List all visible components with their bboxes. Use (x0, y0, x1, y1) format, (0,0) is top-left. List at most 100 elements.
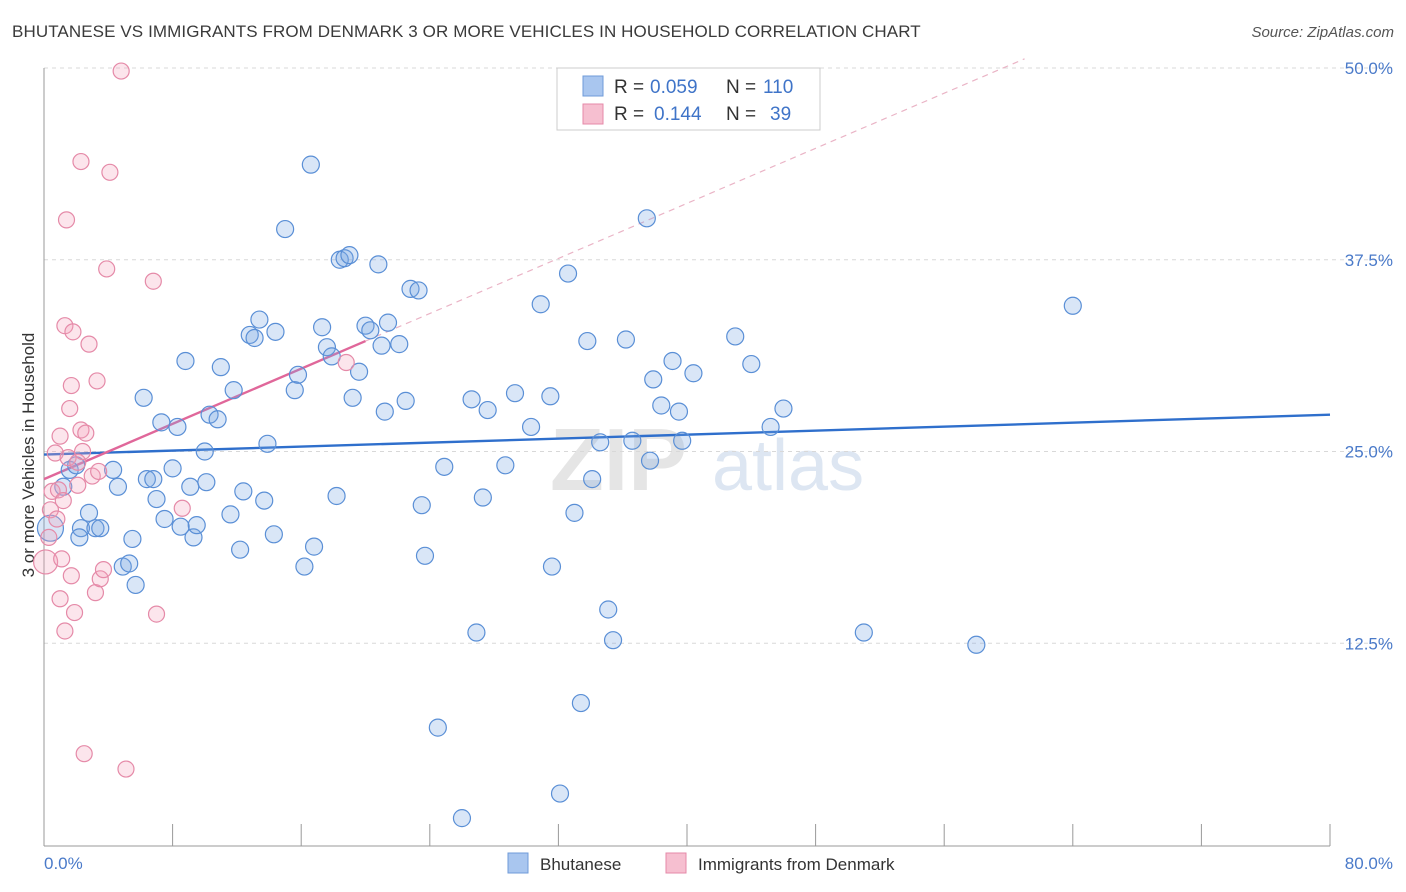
point-denmark (94, 561, 113, 579)
point-bhutanese (541, 387, 560, 406)
tick-labels: 12.5% 25.0% 37.5% 50.0% 0.0% 80.0% (44, 59, 1393, 873)
point-bhutanese (120, 554, 139, 573)
point-bhutanese (854, 623, 873, 642)
point-bhutanese (372, 336, 391, 355)
point-denmark (77, 424, 95, 442)
point-bhutanese (255, 491, 274, 510)
point-denmark (72, 421, 90, 439)
point-bhutanese (264, 525, 283, 544)
point-denmark (112, 62, 130, 80)
point-bhutanese (147, 489, 166, 509)
y-tick-label: 50.0% (1345, 59, 1393, 78)
point-bhutanese (361, 321, 380, 340)
point-bhutanese (390, 335, 409, 354)
point-denmark (91, 570, 109, 588)
point-bhutanese (599, 600, 618, 619)
point-denmark (147, 605, 166, 623)
point-denmark (337, 353, 355, 372)
point-denmark (98, 260, 116, 278)
bottom-legend-label-bhutanese: Bhutanese (540, 855, 621, 874)
bottom-legend-label-denmark: Immigrants from Denmark (698, 855, 895, 874)
point-denmark (72, 152, 90, 171)
legend-r-value-1: 0.059 (650, 77, 698, 98)
point-bhutanese (1063, 296, 1082, 315)
point-bhutanese (152, 413, 171, 432)
point-bhutanese (571, 693, 591, 713)
point-bhutanese (343, 388, 362, 407)
point-denmark (69, 476, 87, 494)
point-bhutanese (317, 338, 337, 357)
point-bhutanese (478, 400, 497, 420)
point-denmark (73, 442, 92, 461)
point-bhutanese (104, 460, 123, 480)
point-denmark (62, 567, 80, 585)
point-bhutanese (327, 486, 346, 506)
trend-line-denmark (43, 339, 366, 481)
point-denmark (80, 335, 98, 353)
point-bhutanese (578, 331, 597, 351)
point-denmark (88, 372, 106, 390)
point-bhutanese (640, 451, 660, 470)
point-denmark (40, 528, 58, 547)
point-bhutanese (54, 477, 73, 496)
point-bhutanese (163, 459, 182, 478)
bottom-legend-swatch-blue (507, 852, 529, 874)
point-bhutanese (304, 537, 324, 556)
point-denmark (48, 510, 66, 528)
bottom-legend-swatch-pink (665, 852, 687, 874)
point-bhutanese (473, 488, 492, 507)
point-denmark (90, 462, 108, 481)
point-bhutanese (137, 470, 156, 489)
data-points (33, 62, 1082, 828)
point-denmark (59, 449, 77, 467)
point-bhutanese (231, 540, 250, 559)
point-bhutanese (452, 809, 472, 828)
y-tick-label: 25.0% (1345, 443, 1393, 462)
point-bhutanese (208, 410, 227, 429)
correlation-legend: R = 0.059 N = 110 R = 0.144 N = 39 (556, 67, 821, 131)
point-bhutanese (583, 470, 602, 489)
point-bhutanese (669, 402, 689, 421)
trend-line-denmark-extrapolated (365, 58, 1025, 342)
chart-title: BHUTANESE VS IMMIGRANTS FROM DENMARK 3 O… (12, 22, 921, 41)
legend-r-value-2: 0.144 (654, 104, 702, 125)
point-bhutanese (644, 370, 663, 389)
point-denmark (62, 376, 80, 395)
point-bhutanese (123, 529, 142, 549)
watermark-zip: ZIP (550, 410, 687, 509)
point-bhutanese (565, 503, 584, 522)
point-denmark (56, 622, 74, 640)
point-bhutanese (415, 546, 435, 565)
point-bhutanese (171, 517, 190, 536)
point-bhutanese (245, 328, 264, 348)
point-bhutanese (637, 209, 656, 228)
source-label: Source: ZipAtlas.com (1251, 24, 1394, 41)
point-bhutanese (435, 457, 454, 476)
y-axis-label: 3 or more Vehicles in Household (19, 333, 38, 578)
point-bhutanese (774, 399, 793, 418)
y-tick-label: 37.5% (1345, 251, 1393, 270)
trend-lines (43, 58, 1331, 481)
legend-r-label-2: R = (614, 104, 644, 125)
point-bhutanese (335, 249, 354, 268)
legend-r-label-1: R = (614, 77, 644, 98)
point-denmark (61, 399, 79, 418)
point-bhutanese (428, 718, 447, 737)
point-bhutanese (288, 365, 308, 384)
point-denmark (69, 453, 87, 471)
point-denmark (41, 501, 60, 519)
point-bhutanese (266, 322, 285, 341)
point-denmark (51, 590, 69, 608)
point-denmark (53, 550, 71, 568)
legend-n-label-1: N = (726, 77, 756, 98)
axes (43, 68, 1331, 847)
point-denmark (49, 481, 68, 499)
point-denmark (101, 163, 119, 181)
point-bhutanese (616, 330, 636, 349)
legend-swatch-blue (582, 75, 604, 97)
point-bhutanese (79, 503, 99, 522)
point-bhutanese (181, 477, 200, 496)
point-bhutanese (663, 351, 682, 371)
watermark-atlas: atlas (712, 426, 864, 506)
x-tick-label-max: 80.0% (1345, 854, 1393, 873)
